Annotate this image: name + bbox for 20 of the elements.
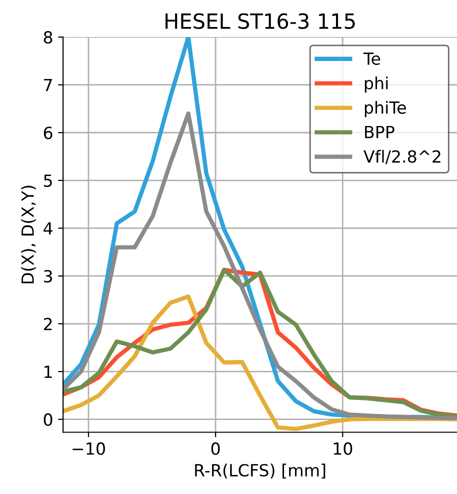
legend-label: BPP	[365, 126, 394, 138]
legend-label: phiTe	[364, 100, 406, 118]
y-tick-label: 0	[44, 413, 52, 426]
y-tick-label: 5	[44, 174, 52, 187]
y-tick-label: 3	[44, 270, 52, 283]
x-tick-label: 10	[334, 442, 352, 455]
y-axis-title: D(X), D(X,Y)	[21, 186, 36, 284]
y-tick-label: 6	[44, 126, 52, 140]
x-tick-label: 0	[211, 442, 220, 455]
y-tick-label: 1	[44, 366, 52, 378]
y-tick-label: 4	[44, 222, 52, 235]
y-tick-label: 2	[44, 318, 52, 330]
x-axis-title: R-R(LCFS) [mm]	[195, 464, 326, 479]
legend-label: Te	[363, 52, 380, 65]
legend-label: phi	[364, 76, 388, 93]
y-tick-label: 7	[44, 79, 52, 92]
chart-title: HESEL ST16-3 115	[166, 13, 355, 30]
legend-label: Vfl/2.8^2	[364, 150, 440, 164]
y-tick-label: 8	[44, 31, 52, 44]
x-tick-label: −10	[72, 442, 105, 455]
